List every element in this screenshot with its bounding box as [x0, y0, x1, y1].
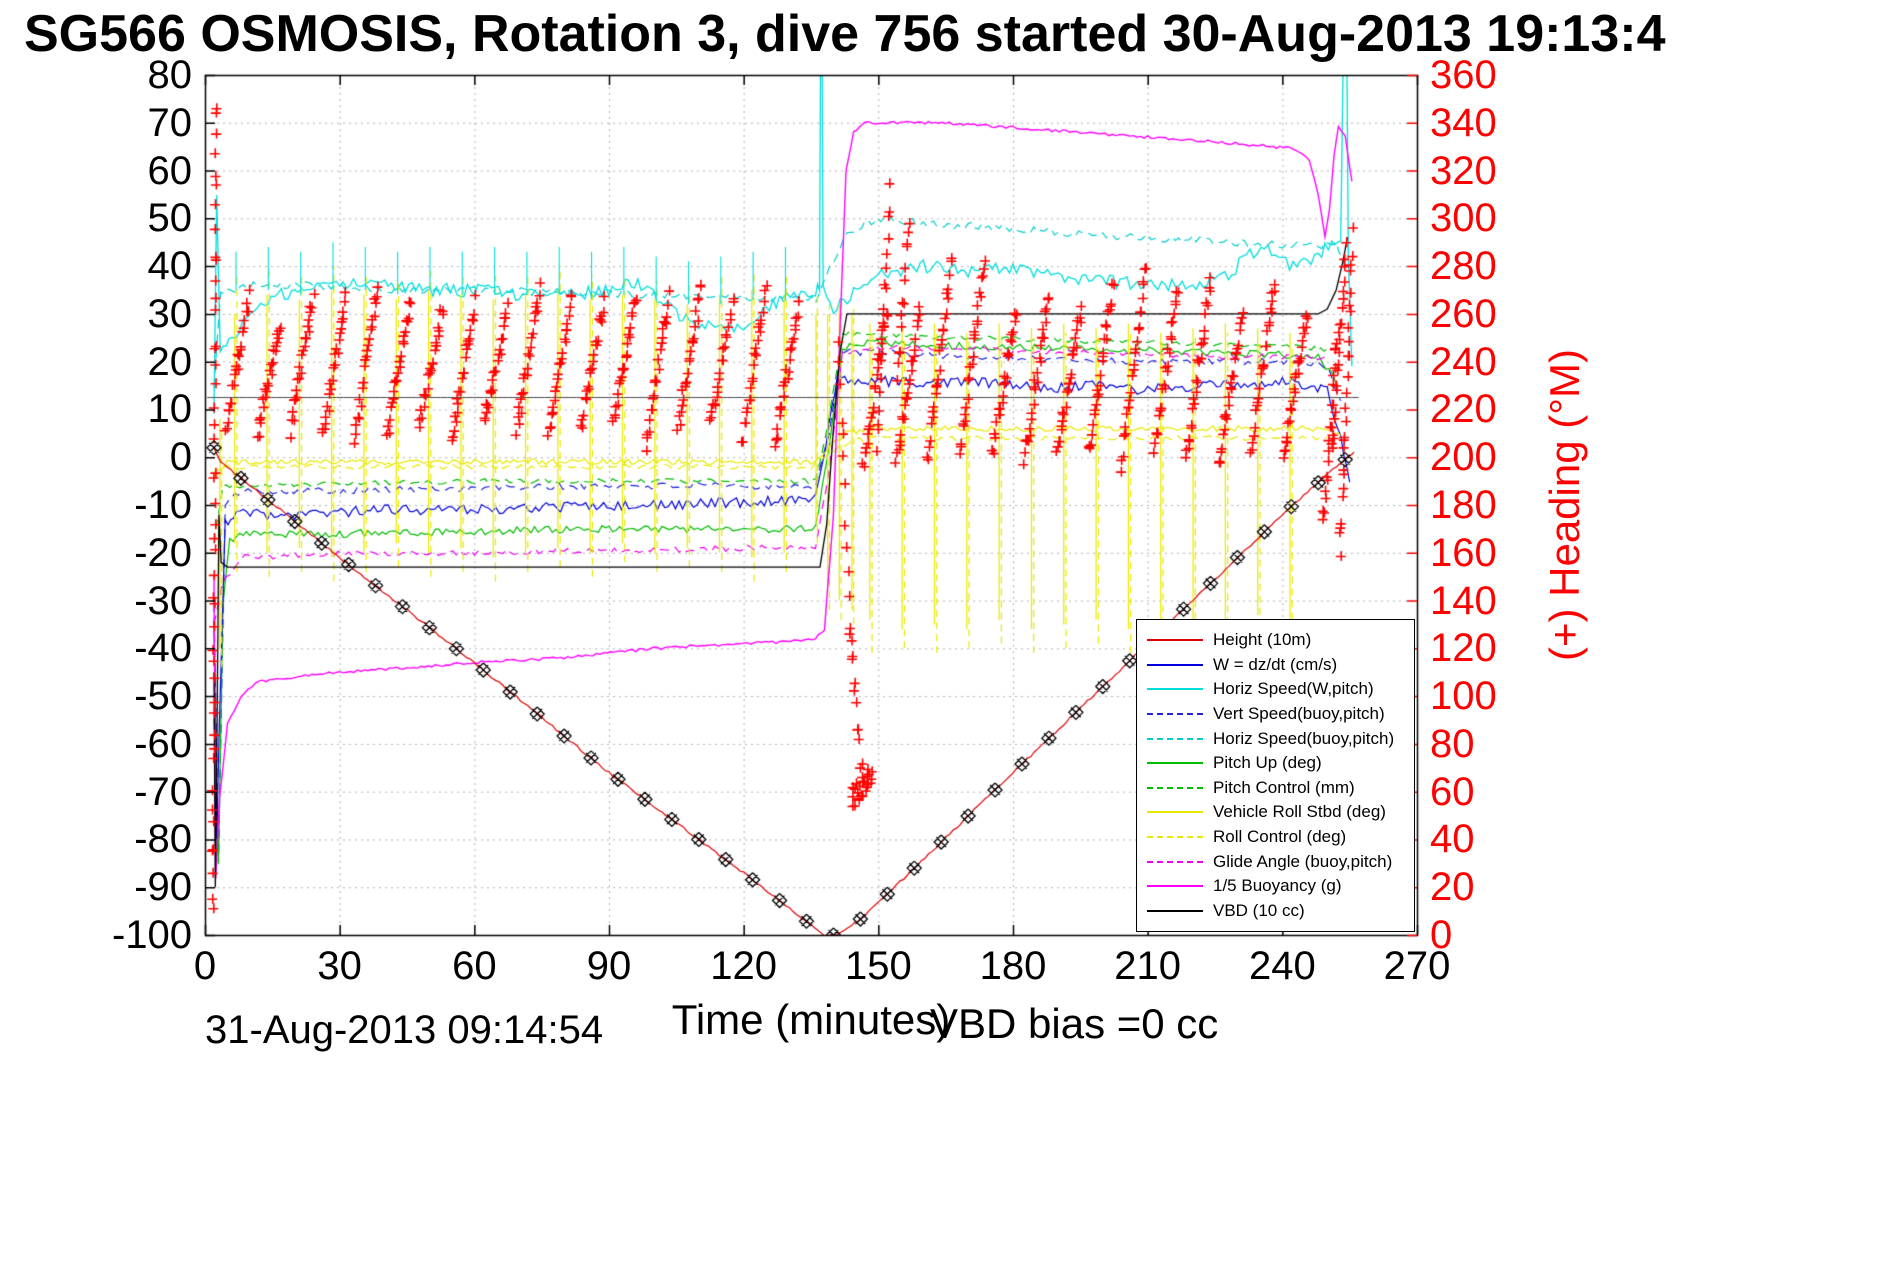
y-left-tick-label: 40 [147, 244, 193, 289]
legend-line-sample [1147, 737, 1203, 740]
legend-item: W = dz/dt (cm/s) [1147, 653, 1414, 678]
x-tick-label: 90 [586, 944, 632, 988]
legend-item-label: Vehicle Roll Stbd (deg) [1213, 802, 1386, 822]
x-tick-label: 180 [979, 944, 1047, 988]
legend-item: Roll Control (deg) [1147, 825, 1414, 850]
y-right-tick-label: 20 [1430, 865, 1475, 910]
legend-line-sample [1147, 811, 1203, 814]
x-axis-label: Time (minutes) [671, 996, 951, 1043]
legend-line-sample [1147, 786, 1203, 789]
y-left-tick-label: -50 [134, 674, 192, 719]
y-right-tick-label: 300 [1430, 196, 1497, 241]
y-right-tick-label: 180 [1430, 483, 1497, 527]
legend-item: Glide Angle (buoy,pitch) [1147, 849, 1414, 874]
y-right-tick-label: 340 [1430, 100, 1497, 145]
legend-item-label: Pitch Up (deg) [1213, 753, 1322, 773]
x-tick-label: 0 [193, 944, 217, 988]
legend-item-label: Horiz Speed(W,pitch) [1213, 679, 1374, 699]
legend-line-sample [1147, 762, 1203, 765]
legend-item-label: W = dz/dt (cm/s) [1213, 654, 1338, 674]
y-left-tick-label: -10 [134, 483, 192, 527]
legend-line-sample [1147, 885, 1203, 888]
x-tick-label: 150 [844, 944, 912, 988]
legend-item: 1/5 Buoyancy (g) [1147, 874, 1414, 899]
y-right-tick-label: 80 [1430, 721, 1475, 766]
y-left-tick-label: 50 [147, 196, 193, 241]
x-tick-label: 120 [710, 944, 778, 988]
legend-item: Height (10m) [1147, 628, 1414, 653]
legend-item-label: Glide Angle (buoy,pitch) [1213, 851, 1393, 871]
x-tick-label: 270 [1383, 944, 1451, 988]
climb-timestamp: 31-Aug-2013 09:14:54 [205, 1008, 604, 1052]
y-right-tick-label: 140 [1430, 578, 1497, 623]
legend-item-label: Height (10m) [1213, 630, 1312, 650]
y-right-tick-label: 360 [1430, 53, 1497, 97]
x-tick-label: 240 [1248, 944, 1316, 988]
y-left-tick-label: 60 [147, 148, 193, 193]
y-right-tick-label: 160 [1430, 530, 1497, 575]
legend-item: Horiz Speed(W,pitch) [1147, 677, 1414, 702]
y-left-tick-label: 70 [147, 100, 193, 145]
vbd-bias-note: VBD bias =0 cc [930, 1000, 1219, 1047]
legend-item-label: Roll Control (deg) [1213, 827, 1347, 847]
y-right-tick-label: 0 [1430, 913, 1453, 957]
y-axis-right-label: (+) Heading (°M) [1541, 348, 1588, 662]
legend: Height (10m) W = dz/dt (cm/s) Horiz Speed(… [1136, 619, 1415, 932]
y-right-tick-label: 280 [1430, 244, 1497, 289]
legend-item-label: Pitch Control (mm) [1213, 777, 1355, 797]
legend-item: Vert Speed(buoy,pitch) [1147, 702, 1414, 727]
legend-line-sample [1147, 713, 1203, 716]
legend-line-sample [1147, 860, 1203, 863]
legend-item: Vehicle Roll Stbd (deg) [1147, 800, 1414, 825]
y-left-tick-label: -60 [134, 721, 192, 766]
y-left-tick-label: 30 [147, 291, 193, 336]
y-right-tick-label: 60 [1430, 769, 1475, 814]
x-tick-label: 30 [317, 944, 362, 988]
y-right-tick-label: 220 [1430, 387, 1497, 432]
legend-item-label: Vert Speed(buoy,pitch) [1213, 704, 1385, 724]
y-left-tick-label: 10 [147, 387, 193, 432]
y-right-tick-label: 200 [1430, 435, 1497, 480]
y-right-tick-label: 40 [1430, 817, 1475, 862]
legend-line-sample [1147, 909, 1203, 912]
legend-item: Pitch Control (mm) [1147, 776, 1414, 801]
y-right-tick-label: 320 [1430, 148, 1497, 193]
legend-item: Pitch Up (deg) [1147, 751, 1414, 776]
y-left-tick-label: -90 [134, 865, 192, 910]
y-left-tick-label: -70 [134, 769, 192, 814]
legend-item-label: VBD (10 cc) [1213, 900, 1305, 920]
legend-line-sample [1147, 836, 1203, 839]
y-left-tick-label: -20 [134, 530, 192, 575]
y-left-tick-label: 20 [147, 339, 193, 384]
y-right-tick-label: 100 [1430, 674, 1497, 719]
legend-item-label: 1/5 Buoyancy (g) [1213, 876, 1342, 896]
legend-item: VBD (10 cc) [1147, 899, 1414, 924]
x-tick-label: 210 [1114, 944, 1182, 988]
legend-line-sample [1147, 639, 1203, 642]
x-tick-label: 60 [452, 944, 497, 988]
y-left-tick-label: -100 [111, 913, 192, 957]
y-left-tick-label: 80 [147, 53, 193, 97]
legend-item: Horiz Speed(buoy,pitch) [1147, 726, 1414, 751]
y-left-tick-label: -80 [134, 817, 192, 862]
y-right-tick-label: 260 [1430, 291, 1497, 336]
legend-item-label: Horiz Speed(buoy,pitch) [1213, 728, 1395, 748]
y-left-tick-label: -30 [134, 578, 192, 623]
y-right-tick-label: 120 [1430, 626, 1497, 671]
y-left-tick-label: -40 [134, 626, 192, 671]
legend-line-sample [1147, 688, 1203, 691]
y-right-tick-label: 240 [1430, 339, 1497, 384]
y-left-tick-label: 0 [169, 435, 192, 480]
legend-line-sample [1147, 663, 1203, 666]
